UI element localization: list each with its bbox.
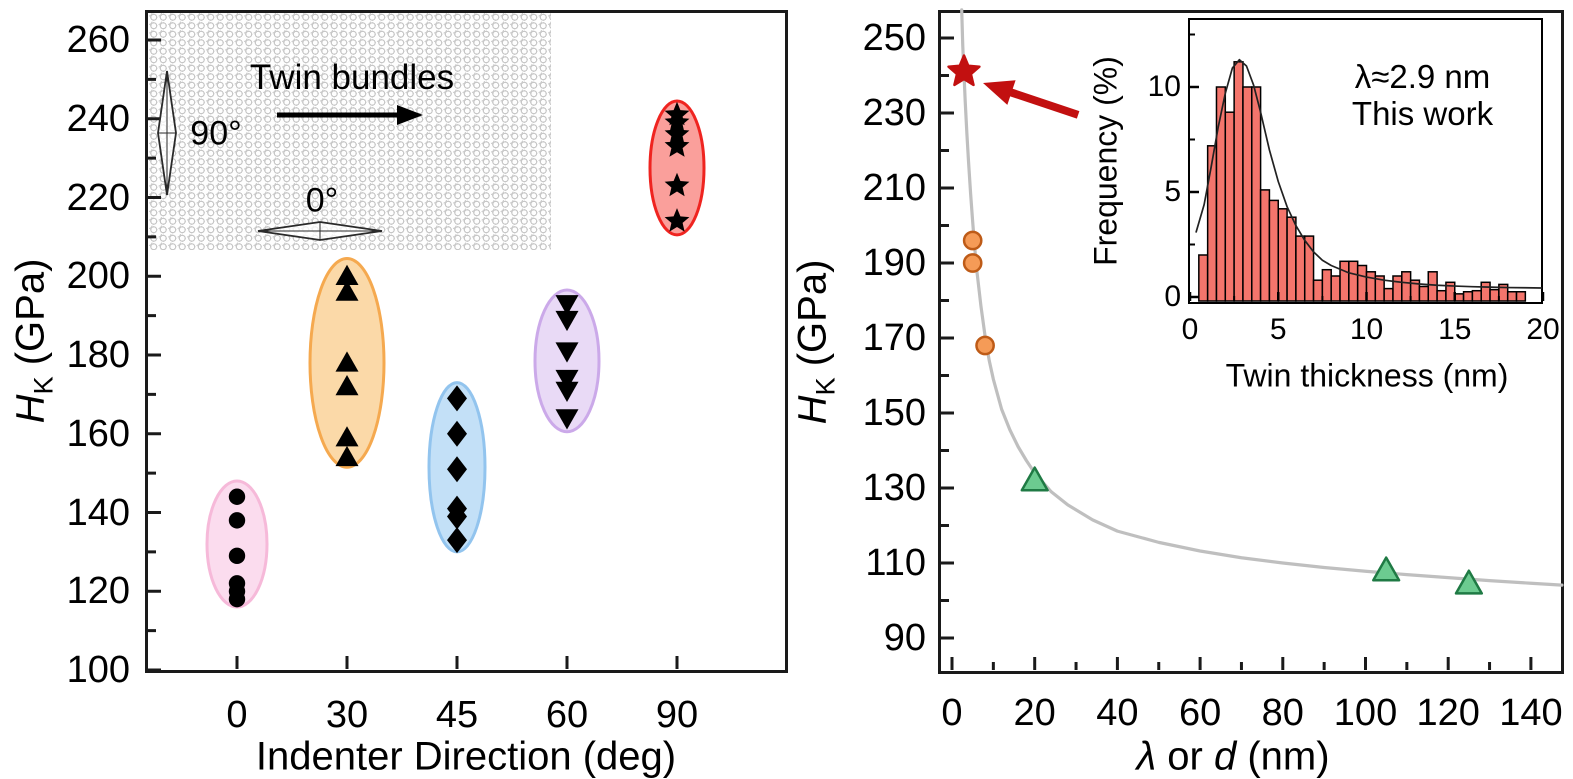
indenter-90deg-label: 90° <box>190 114 242 153</box>
inset-xtick-label: 15 <box>1438 313 1472 346</box>
twin-bundles-label: Twin bundles <box>249 58 455 97</box>
twin-bundle-texture <box>149 13 551 250</box>
left-xtick-label: 60 <box>545 694 589 736</box>
lambda-symbol: λ <box>1136 734 1157 779</box>
right-xtick-label: 140 <box>1499 692 1563 734</box>
left-ytick-label: 260 <box>66 19 130 61</box>
right-xtick-label: 100 <box>1333 692 1398 734</box>
inset-xtick-label: 10 <box>1349 313 1384 346</box>
right-ytick-label: 190 <box>862 242 926 284</box>
inset-xtick-label: 20 <box>1526 313 1560 346</box>
left-xtick-label: 45 <box>435 694 479 736</box>
left-plot-box <box>145 10 788 673</box>
d-symbol: d <box>1213 734 1237 779</box>
inset-ytick-label: 0 <box>1164 280 1181 313</box>
left-ytick-label: 240 <box>66 97 130 140</box>
hk-subscript: K <box>27 376 59 395</box>
right-ytick-label: 110 <box>865 542 926 584</box>
right-ytick-label: 210 <box>862 167 926 209</box>
left-xtick-label: 90 <box>655 694 699 736</box>
inset-ytick-label: 10 <box>1147 70 1181 103</box>
this-work-text: This work <box>1351 95 1494 132</box>
inset-x-axis-label: Twin thickness (nm) <box>1225 357 1509 394</box>
right-ytick-label: 130 <box>862 467 926 509</box>
left-ytick-label: 220 <box>66 176 130 219</box>
left-ytick-label: 140 <box>66 491 130 534</box>
left-ytick-label: 180 <box>66 334 130 376</box>
right-xtick-label: 40 <box>1096 692 1139 734</box>
inset-ytick-label: 5 <box>1164 175 1181 208</box>
right-xtick-label: 20 <box>1013 692 1056 734</box>
inset-annotation: λ≈2.9 nm This work <box>1305 58 1540 132</box>
right-ytick-label: 170 <box>862 317 926 359</box>
indenter-0deg-label: 0° <box>305 181 339 220</box>
inset-xtick-label: 5 <box>1269 313 1287 346</box>
right-ytick-label: 150 <box>862 392 926 434</box>
or-text: or <box>1156 734 1214 779</box>
right-xtick-label: 0 <box>941 692 963 734</box>
right-ytick-label: 250 <box>862 17 926 59</box>
right-xtick-label: 120 <box>1416 692 1480 734</box>
lambda-value-text: λ≈2.9 nm <box>1354 58 1491 95</box>
left-ytick-label: 200 <box>66 255 130 298</box>
left-xtick-label: 0 <box>226 694 248 736</box>
left-ytick-label: 160 <box>66 412 130 455</box>
right-xtick-label: 80 <box>1261 692 1304 734</box>
right-ytick-label: 230 <box>862 92 926 134</box>
left-x-axis-label: Indenter Direction (deg) <box>255 734 677 779</box>
left-ytick-label: 100 <box>66 649 130 691</box>
nm-unit: (nm) <box>1236 734 1330 779</box>
right-xtick-label: 60 <box>1178 692 1222 734</box>
right-x-axis-label: λ or d (nm) <box>1136 735 1329 779</box>
left-xtick-label: 30 <box>325 694 369 736</box>
inset-xtick-label: 0 <box>1181 313 1199 346</box>
left-ytick-label: 120 <box>66 570 130 613</box>
right-ytick-label: 90 <box>883 617 926 659</box>
